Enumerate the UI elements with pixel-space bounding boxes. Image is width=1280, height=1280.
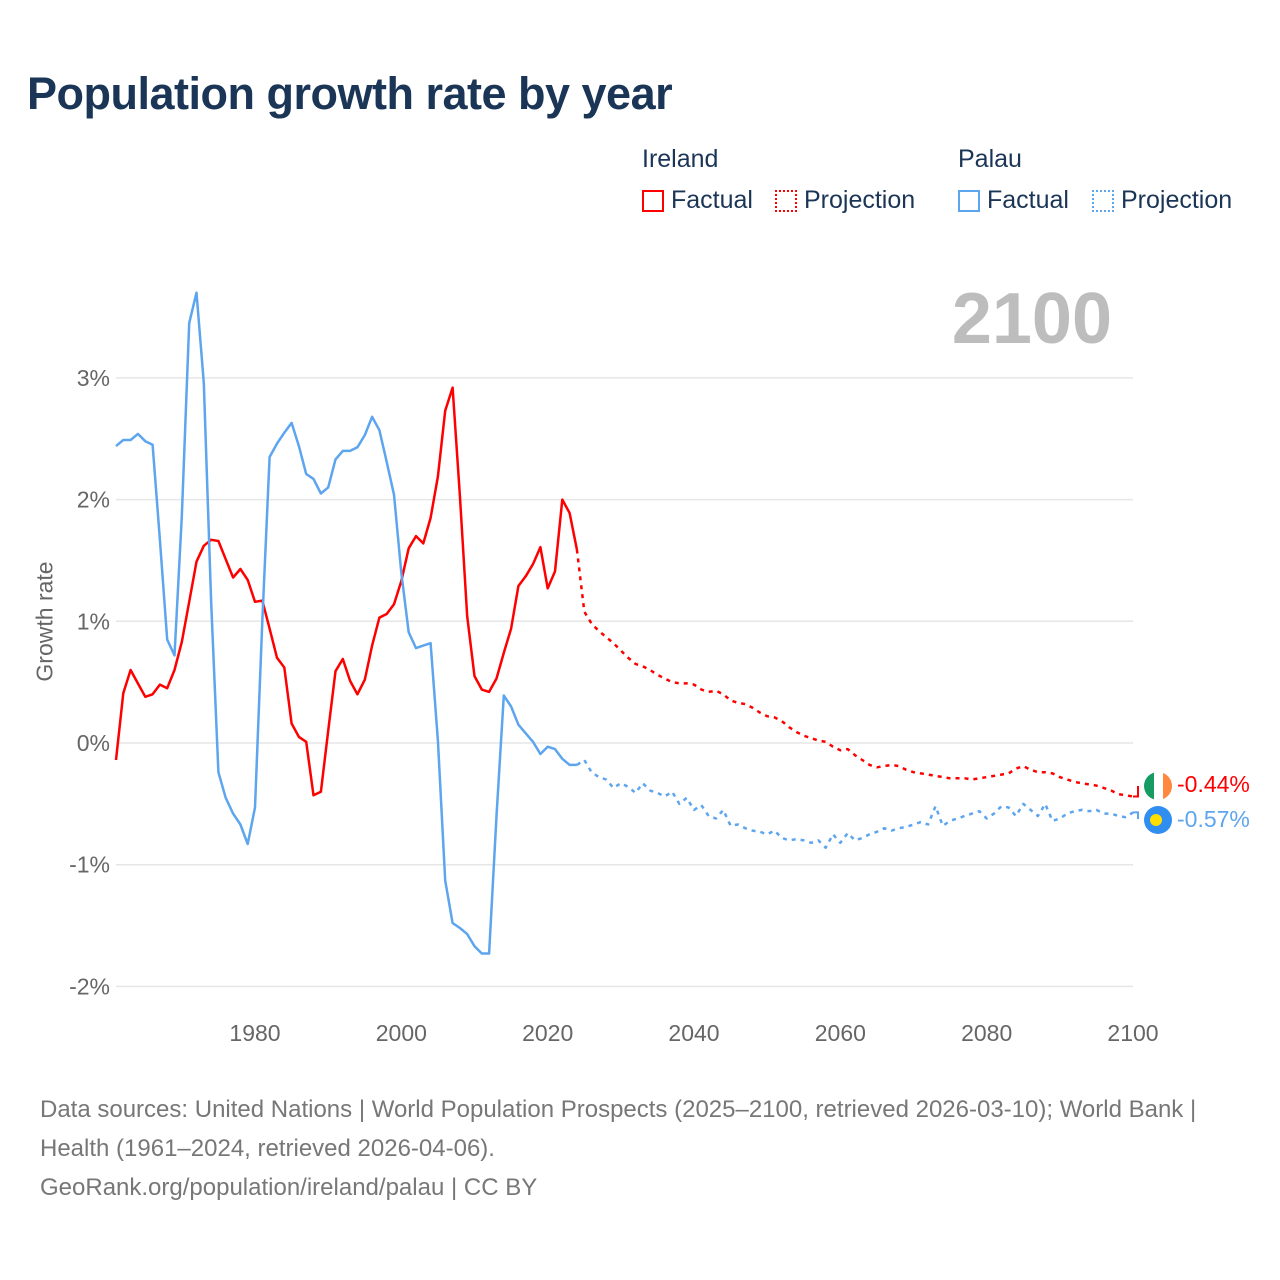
palau-flag-icon xyxy=(1144,806,1172,834)
legend-ireland-factual[interactable]: Factual xyxy=(642,186,753,215)
legend-group-palau: Palau xyxy=(958,145,1022,173)
y-tick-label: -2% xyxy=(69,973,110,999)
footer: Data sources: United Nations | World Pop… xyxy=(40,1090,1240,1207)
legend-label: Projection xyxy=(1121,186,1233,214)
legend-swatch-dotted-blue xyxy=(1092,189,1114,212)
legend-swatch-solid-blue xyxy=(958,189,980,212)
palau-connector xyxy=(1133,811,1139,819)
x-tick-label: 2080 xyxy=(961,1020,1012,1046)
flag-orange xyxy=(1163,772,1172,800)
legend-swatch-dotted-red xyxy=(775,189,797,212)
x-tick-label: 2020 xyxy=(522,1020,573,1046)
ireland-end-label: -0.44% xyxy=(1177,771,1250,797)
legend-label: Factual xyxy=(987,186,1069,214)
y-tick-label: 0% xyxy=(77,730,110,756)
x-tick-label: 2000 xyxy=(376,1020,427,1046)
ireland-dotted-line xyxy=(575,549,1134,798)
legend-label: Projection xyxy=(804,186,916,214)
legend-ireland-projection[interactable]: Projection xyxy=(775,186,915,215)
flag-green xyxy=(1144,772,1154,800)
ireland-flag-icon xyxy=(1144,772,1172,800)
x-tick-label: 2060 xyxy=(815,1020,866,1046)
legend-palau-factual[interactable]: Factual xyxy=(958,186,1069,215)
legend-group-ireland: Ireland xyxy=(642,145,719,173)
data-sources: Data sources: United Nations | World Pop… xyxy=(40,1096,1197,1162)
legend-palau-projection[interactable]: Projection xyxy=(1092,186,1232,215)
chart-title: Population growth rate by year xyxy=(27,68,673,119)
y-tick-label: 2% xyxy=(77,487,110,513)
y-tick-label: -1% xyxy=(69,852,110,878)
palau-solid-line xyxy=(115,291,577,955)
x-tick-label: 1980 xyxy=(229,1020,280,1046)
current-year-display: 2100 xyxy=(951,279,1112,359)
credit-link[interactable]: GeoRank.org/population/ireland/palau | C… xyxy=(40,1174,538,1201)
legend-swatch-solid-red xyxy=(642,189,664,212)
y-tick-label: 3% xyxy=(77,365,110,391)
x-tick-label: 2100 xyxy=(1107,1020,1158,1046)
x-tick-label: 2040 xyxy=(668,1020,719,1046)
y-axis-label: Growth rate xyxy=(31,561,58,682)
y-tick-label: 1% xyxy=(77,608,110,634)
ireland-solid-line xyxy=(114,386,579,797)
flag-yellow-disc xyxy=(1150,814,1162,826)
ireland-connector xyxy=(1133,786,1139,798)
palau-end-label: -0.57% xyxy=(1177,806,1250,832)
flag-white xyxy=(1154,772,1163,800)
palau-dotted-line xyxy=(576,758,1134,849)
legend-label: Factual xyxy=(671,186,753,214)
